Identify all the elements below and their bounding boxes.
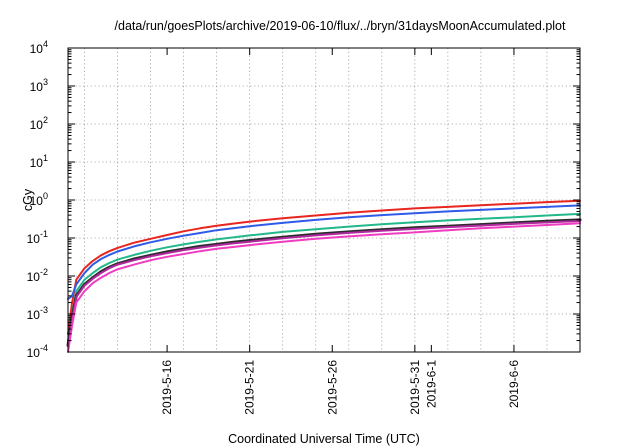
series-line-5 (67, 220, 581, 348)
y-tick-label: 10-3 (27, 305, 48, 322)
series-line-6 (67, 222, 581, 353)
y-tick-label: 101 (30, 153, 48, 170)
x-tick-label: 2019-5-31 (408, 360, 422, 415)
series-group (66, 199, 582, 353)
y-tick-label: 10-1 (27, 229, 48, 246)
x-axis: 2019-5-16 2019-5-21 2019-5-26 2019-5-31 2019… (160, 48, 521, 415)
grid (68, 48, 580, 352)
x-tick-label: 2019-6-1 (424, 360, 438, 408)
x-axis-label: Coordinated Universal Time (UTC) (228, 432, 420, 446)
chart-title: /data/run/goesPlots/archive/2019-06-10/f… (115, 19, 566, 33)
series-line-1 (67, 199, 581, 335)
x-tick-label: 2019-5-16 (160, 360, 174, 415)
x-tick-label: 2019-5-26 (325, 360, 339, 415)
y-tick-label: 102 (30, 115, 48, 132)
series-line-2 (67, 204, 581, 300)
y-axis-label: cGy (21, 188, 35, 211)
y-tick-label: 103 (30, 77, 48, 94)
series-line-3 (67, 212, 581, 342)
y-tick-label: 10-2 (27, 267, 48, 284)
x-tick-label: 2019-6-6 (507, 360, 521, 408)
x-tick-label: 2019-5-21 (243, 360, 257, 415)
y-tick-label: 104 (30, 39, 48, 56)
y-tick-label: 10-4 (27, 343, 48, 360)
